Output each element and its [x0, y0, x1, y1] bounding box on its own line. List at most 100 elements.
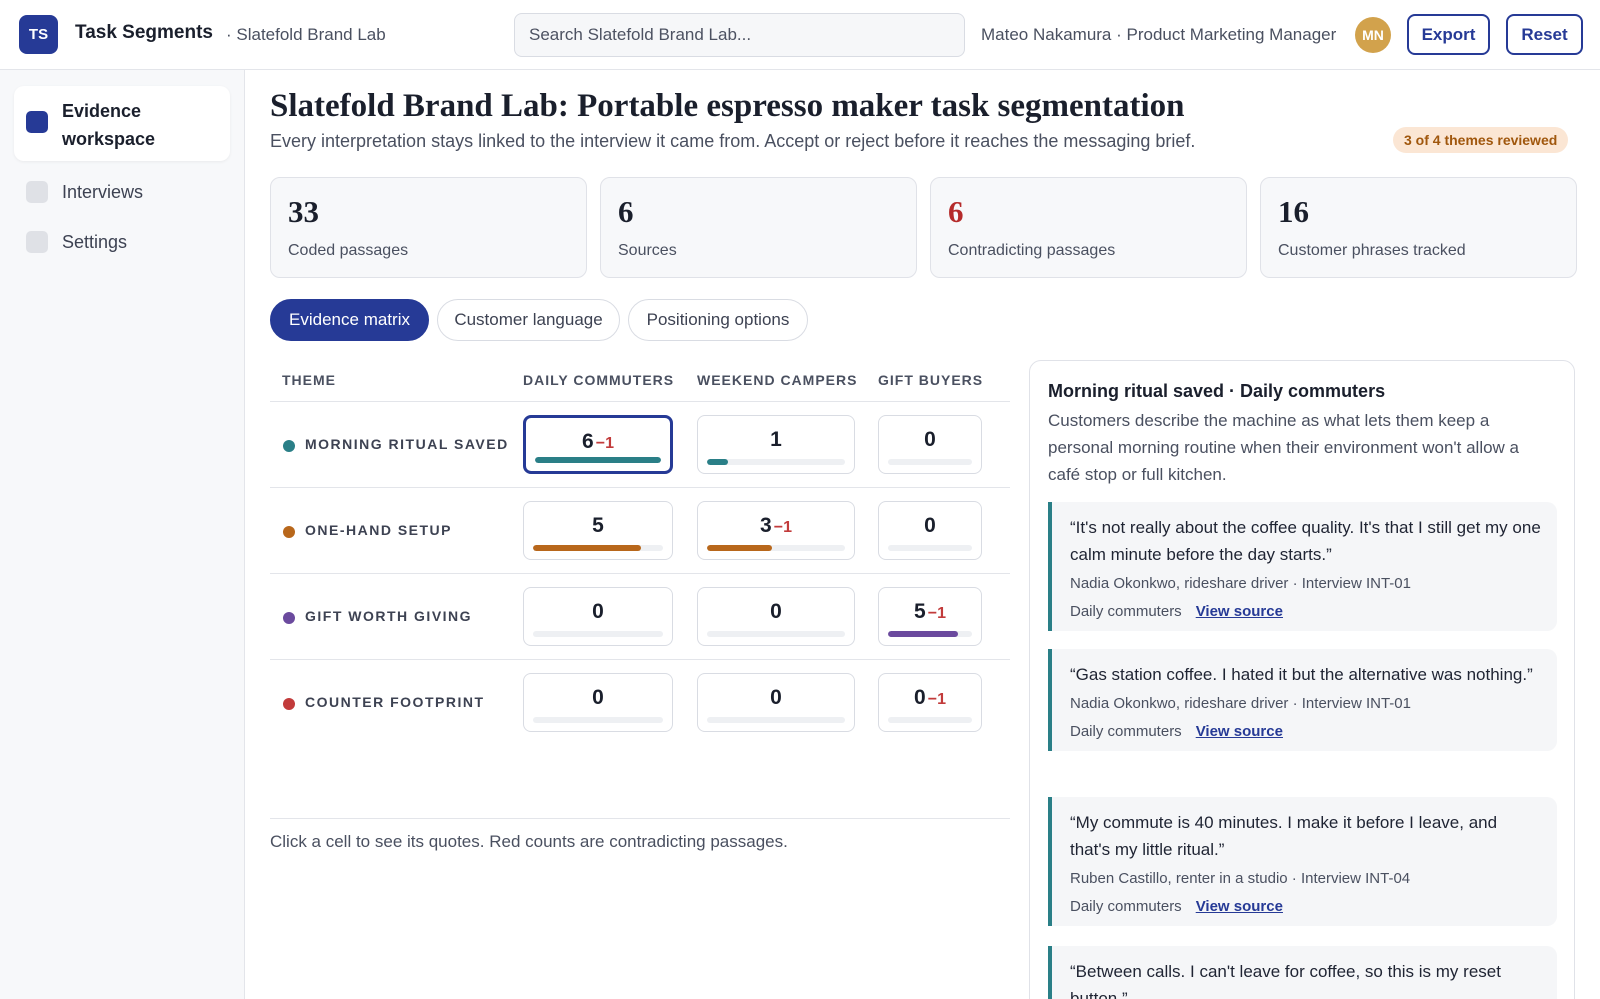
export-button[interactable]: Export — [1407, 14, 1490, 55]
matrix-cell[interactable]: 0 — [878, 501, 982, 560]
contradiction-count: −1 — [773, 519, 792, 536]
matrix-row: GIFT WORTH GIVING 0 0 5 −1 — [270, 573, 1010, 659]
quote-detail-panel: Morning ritual saved · Daily commuters C… — [1029, 360, 1575, 999]
matrix-cell[interactable]: 0 — [878, 415, 982, 474]
cell-count-wrap: 1 — [698, 428, 854, 452]
quote-text: “My commute is 40 minutes. I make it bef… — [1070, 813, 1498, 859]
cell-count: 0 — [592, 600, 604, 623]
cell-count-wrap: 0 −1 — [879, 686, 981, 710]
cell-strength-bar — [707, 631, 845, 637]
matrix-cell[interactable]: 5 −1 — [878, 587, 982, 646]
cell-count: 3 — [760, 514, 772, 537]
matrix-cell[interactable]: 0 — [523, 587, 673, 646]
cell-strength-bar — [533, 717, 663, 723]
interviews-icon — [26, 181, 48, 203]
quote-attribution: Nadia Okonkwo, rideshare driver · Interv… — [1070, 695, 1411, 712]
view-source-link[interactable]: View source — [1195, 723, 1283, 740]
sidebar-item-interviews[interactable]: Interviews — [14, 174, 230, 210]
cell-count-wrap: 5 −1 — [879, 600, 981, 624]
quote-segment: Daily commuters — [1070, 723, 1182, 740]
matrix-cell[interactable]: 5 — [523, 501, 673, 560]
quote-attribution: Nadia Okonkwo, rideshare driver · Interv… — [1070, 575, 1411, 592]
quote-attribution: Ruben Castillo, renter in a studio · Int… — [1070, 870, 1411, 887]
detail-description: Customers describe the machine as what l… — [1048, 411, 1520, 484]
quote-segment: Daily commuters — [1070, 898, 1182, 915]
view-source-link[interactable]: View source — [1195, 603, 1283, 620]
cell-strength-bar — [888, 459, 972, 465]
quote-segment: Daily commuters — [1070, 603, 1182, 620]
tab-evidence-matrix[interactable]: Evidence matrix — [270, 299, 429, 341]
matrix-hint: Click a cell to see its quotes. Red coun… — [270, 832, 788, 851]
tab-customer-language[interactable]: Customer language — [437, 299, 620, 341]
stat-contradicting-passages: 6 Contradicting passages — [930, 177, 1247, 278]
cell-count: 5 — [914, 600, 926, 623]
detail-title: Morning ritual saved · Daily commuters — [1048, 381, 1386, 401]
theme-color-dot — [283, 698, 295, 710]
cell-strength-bar — [707, 459, 845, 465]
quote-card: “Gas station coffee. I hated it but the … — [1048, 649, 1557, 751]
matrix-cell[interactable]: 0 — [697, 673, 855, 732]
quote-text: “It's not really about the coffee qualit… — [1070, 518, 1541, 564]
cell-count-wrap: 0 — [698, 600, 854, 624]
matrix-row: COUNTER FOOTPRINT 0 0 0 −1 — [270, 659, 1010, 745]
cell-count: 0 — [770, 686, 782, 709]
cell-strength-bar — [888, 717, 972, 723]
quote-text: “Between calls. I can't leave for coffee… — [1070, 962, 1501, 999]
matrix-cell[interactable]: 1 — [697, 415, 855, 474]
app-logo: TS — [19, 15, 58, 54]
cell-count: 0 — [914, 686, 926, 709]
stat-coded-passages: 33 Coded passages — [270, 177, 587, 278]
cell-count-wrap: 0 — [879, 428, 981, 452]
cell-strength-fill — [707, 545, 772, 551]
sidebar-item-label: Settings — [62, 232, 128, 252]
reset-button[interactable]: Reset — [1506, 14, 1583, 55]
cell-count-wrap: 0 — [524, 686, 672, 710]
user-label: Mateo Nakamura · Product Marketing Manag… — [981, 25, 1337, 44]
sidebar-item-evidence-workspace[interactable]: Evidence workspace — [14, 86, 230, 161]
sidebar-item-label: Interviews — [62, 182, 144, 202]
stat-label: Customer phrases tracked — [1278, 242, 1466, 259]
matrix-row: MORNING RITUAL SAVED 6 −1 1 0 — [270, 401, 1010, 487]
stat-value: 16 — [1278, 194, 1309, 229]
cell-strength-fill — [707, 459, 728, 465]
cell-strength-bar — [888, 631, 972, 637]
page-title: Slatefold Brand Lab: Portable espresso m… — [270, 88, 1185, 124]
matrix-cell[interactable]: 3 −1 — [697, 501, 855, 560]
stat-sources: 6 Sources — [600, 177, 917, 278]
matrix-cell[interactable]: 0 — [697, 587, 855, 646]
quote-footer: Daily commuters View source — [1070, 603, 1541, 620]
matrix-cell[interactable]: 6 −1 — [523, 415, 673, 474]
matrix-cell[interactable]: 0 −1 — [878, 673, 982, 732]
quote-footer: Daily commuters View source — [1070, 723, 1541, 740]
cell-strength-bar — [535, 457, 661, 463]
theme-color-dot — [283, 612, 295, 624]
sidebar: Evidence workspace Interviews Settings — [0, 70, 245, 999]
contradiction-count: −1 — [927, 691, 946, 708]
cell-count: 6 — [582, 430, 594, 453]
sidebar-item-settings[interactable]: Settings — [14, 224, 230, 260]
stat-label: Coded passages — [288, 242, 409, 259]
theme-color-dot — [283, 526, 295, 538]
cell-strength-bar — [707, 545, 845, 551]
cell-strength-fill — [535, 457, 661, 463]
cell-count: 0 — [924, 428, 936, 451]
cell-count-wrap: 0 — [524, 600, 672, 624]
matrix-cell[interactable]: 0 — [523, 673, 673, 732]
tab-positioning-options[interactable]: Positioning options — [628, 299, 808, 341]
cell-count: 1 — [770, 428, 782, 451]
top-bar: TS Task Segments · Slatefold Brand Lab M… — [0, 0, 1600, 70]
app-name: Task Segments — [75, 22, 213, 43]
quote-footer: Daily commuters View source — [1070, 898, 1541, 915]
stat-label: Contradicting passages — [948, 242, 1116, 259]
cell-count-wrap: 6 −1 — [526, 430, 670, 454]
cell-count: 0 — [770, 600, 782, 623]
search-input[interactable] — [514, 13, 965, 57]
view-source-link[interactable]: View source — [1195, 898, 1283, 915]
cell-count: 0 — [924, 514, 936, 537]
avatar[interactable]: MN — [1355, 17, 1391, 53]
theme-name: GIFT WORTH GIVING — [305, 608, 473, 624]
stat-value: 6 — [948, 194, 964, 229]
cell-strength-bar — [707, 717, 845, 723]
column-header-daily-commuters: DAILY COMMUTERS — [523, 372, 675, 388]
workspace-breadcrumb[interactable]: · Slatefold Brand Lab — [226, 25, 386, 44]
